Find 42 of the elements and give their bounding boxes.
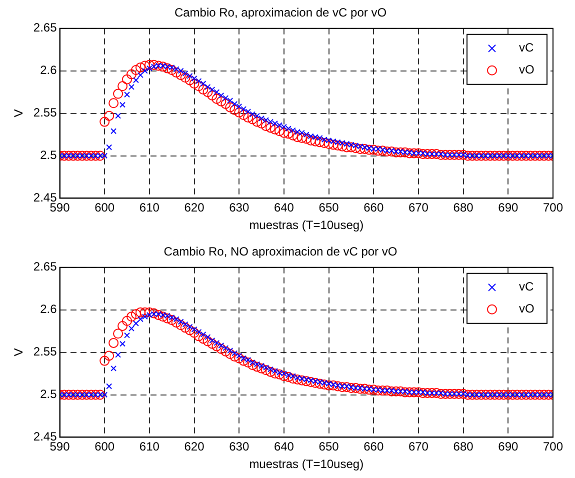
legend-label: vC: [519, 280, 534, 294]
y-tick-label: 2.65: [33, 260, 58, 274]
x-tick-label: 630: [229, 440, 250, 454]
x-tick-label: 680: [453, 200, 474, 215]
x-tick-label: 650: [318, 200, 340, 215]
y-axis-title: V: [12, 109, 26, 118]
x-axis-title: muestras (T=10useg): [249, 457, 364, 472]
x-tick-label: 640: [274, 200, 294, 215]
chart-title: Cambio Ro, NO aproximacion de vC por vO: [164, 244, 398, 259]
y-tick-label: 2.6: [40, 63, 58, 78]
x-tick-label: 600: [94, 200, 115, 215]
y-axis-title: V: [12, 348, 26, 356]
x-tick-label: 700: [542, 200, 564, 215]
legend-label: vO: [519, 62, 534, 77]
x-tick-label: 650: [318, 440, 340, 454]
x-tick-label: 600: [94, 440, 115, 454]
x-tick-label: 660: [364, 200, 384, 215]
y-tick-label: 2.55: [33, 106, 58, 120]
legend-label: vC: [519, 40, 534, 55]
x-tick-label: 620: [184, 440, 205, 454]
y-tick-label: 2.6: [40, 302, 58, 316]
x-tick-label: 690: [498, 200, 518, 215]
x-tick-label: 670: [408, 200, 429, 215]
y-tick-label: 2.5: [40, 387, 58, 402]
x-tick-label: 610: [139, 440, 160, 454]
x-tick-label: 620: [184, 200, 205, 215]
x-tick-label: 690: [498, 440, 518, 454]
y-tick-label: 2.55: [33, 344, 58, 359]
x-tick-label: 590: [50, 200, 70, 215]
x-tick-label: 590: [50, 440, 70, 454]
chart-title: Cambio Ro, aproximacion de vC por vO: [174, 6, 387, 20]
x-tick-label: 700: [542, 440, 564, 454]
legend-label: vO: [519, 302, 534, 316]
x-tick-label: 610: [139, 200, 160, 215]
x-tick-label: 660: [364, 440, 384, 454]
x-tick-label: 640: [274, 440, 294, 454]
x-tick-label: 670: [408, 440, 429, 454]
y-tick-label: 2.5: [40, 148, 58, 162]
x-tick-label: 630: [229, 200, 250, 215]
x-axis-title: muestras (T=10useg): [249, 218, 364, 232]
x-tick-label: 680: [453, 440, 474, 454]
y-tick-label: 2.65: [33, 20, 58, 35]
